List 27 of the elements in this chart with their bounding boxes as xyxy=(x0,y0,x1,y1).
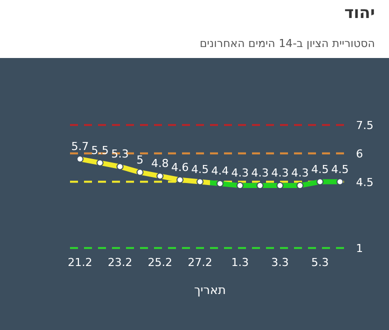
data-label: 4.3 xyxy=(251,166,269,180)
x-axis-title: תאריך xyxy=(194,283,226,297)
data-label: 4.5 xyxy=(191,162,209,176)
data-label: 4.5 xyxy=(311,162,329,176)
chart-subtitle: הסטוריית הציון ב-14 הימים האחרונים xyxy=(200,37,375,50)
x-tick-label: 5.3 xyxy=(311,256,329,269)
x-tick-label: 25.2 xyxy=(148,256,172,269)
ref-line-label: 6 xyxy=(356,147,363,160)
data-label: 4.8 xyxy=(151,157,169,170)
data-label: 5.7 xyxy=(71,140,89,154)
data-label: 4.5 xyxy=(331,162,349,176)
x-tick-label: 3.3 xyxy=(271,256,289,269)
data-label: 5 xyxy=(136,153,144,166)
ref-line-label: 7.5 xyxy=(356,119,374,132)
x-tick-label: 1.3 xyxy=(231,256,249,269)
x-tick-label: 23.2 xyxy=(108,256,132,269)
data-label: 5.5 xyxy=(91,144,109,157)
data-label: 4.4 xyxy=(211,164,229,178)
chart-title: יהוד xyxy=(344,3,375,22)
data-label: 4.3 xyxy=(271,166,289,180)
data-label: 4.6 xyxy=(171,160,189,174)
data-label: 4.3 xyxy=(291,166,309,180)
data-label: 4.3 xyxy=(231,166,249,180)
x-tick-label: 21.2 xyxy=(68,256,92,269)
x-tick-label: 27.2 xyxy=(188,256,212,269)
ref-line-label: 1 xyxy=(356,242,363,255)
ref-line-label: 4.5 xyxy=(356,176,374,189)
